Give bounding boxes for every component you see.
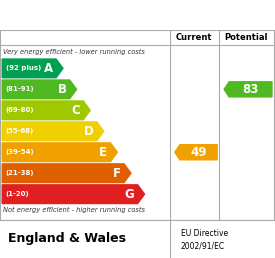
Text: E: E bbox=[99, 146, 107, 159]
Text: Potential: Potential bbox=[224, 33, 268, 42]
Polygon shape bbox=[2, 101, 90, 120]
Polygon shape bbox=[2, 143, 117, 162]
Text: F: F bbox=[113, 167, 121, 180]
Polygon shape bbox=[2, 80, 76, 99]
Polygon shape bbox=[224, 82, 272, 97]
Text: Current: Current bbox=[176, 33, 213, 42]
Text: G: G bbox=[125, 188, 134, 201]
Text: (55-68): (55-68) bbox=[6, 128, 34, 134]
Polygon shape bbox=[2, 59, 63, 78]
Text: C: C bbox=[71, 104, 80, 117]
Text: 49: 49 bbox=[190, 146, 207, 159]
Text: (92 plus): (92 plus) bbox=[6, 65, 41, 71]
Text: (69-80): (69-80) bbox=[6, 107, 34, 113]
Polygon shape bbox=[175, 145, 217, 160]
Polygon shape bbox=[2, 122, 104, 141]
Text: Energy Efficiency Rating: Energy Efficiency Rating bbox=[8, 9, 192, 22]
Text: 2002/91/EC: 2002/91/EC bbox=[181, 241, 225, 250]
Text: B: B bbox=[57, 83, 66, 96]
Text: EU Directive: EU Directive bbox=[181, 229, 228, 238]
Text: (81-91): (81-91) bbox=[6, 86, 34, 92]
Polygon shape bbox=[2, 164, 131, 183]
Text: (21-38): (21-38) bbox=[6, 170, 34, 176]
Text: Very energy efficient - lower running costs: Very energy efficient - lower running co… bbox=[3, 49, 145, 55]
Text: (39-54): (39-54) bbox=[6, 149, 34, 155]
Text: Not energy efficient - higher running costs: Not energy efficient - higher running co… bbox=[3, 207, 145, 213]
Text: (1-20): (1-20) bbox=[6, 191, 29, 197]
Text: England & Wales: England & Wales bbox=[8, 232, 126, 245]
Text: D: D bbox=[84, 125, 94, 138]
Text: A: A bbox=[44, 62, 53, 75]
Text: 83: 83 bbox=[242, 83, 259, 96]
Polygon shape bbox=[2, 185, 145, 204]
